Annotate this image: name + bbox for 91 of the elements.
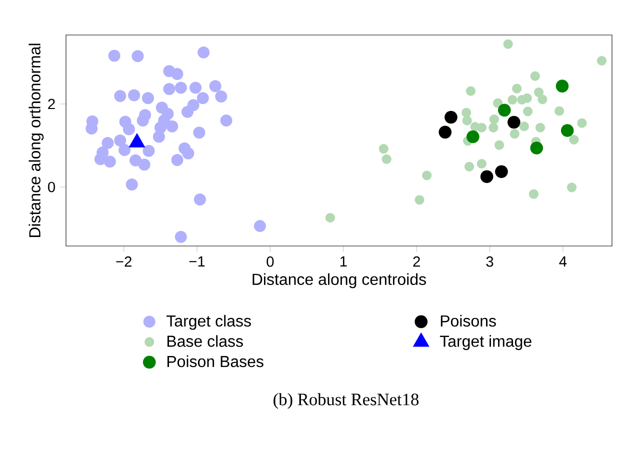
x-tick-label: 2	[413, 256, 420, 267]
point	[196, 92, 209, 104]
point	[476, 158, 487, 169]
point	[554, 106, 564, 116]
point	[102, 136, 114, 149]
x-tick-label: 3	[486, 256, 494, 267]
point	[538, 94, 548, 104]
point	[535, 122, 546, 132]
point	[114, 134, 126, 146]
point	[171, 154, 184, 166]
point	[556, 80, 569, 92]
point	[132, 50, 144, 62]
point	[136, 114, 149, 127]
point	[126, 178, 138, 191]
point	[190, 82, 202, 94]
point	[596, 56, 607, 66]
point	[480, 170, 494, 184]
x-tick-label: 0	[266, 256, 274, 267]
point	[194, 193, 206, 206]
point	[108, 50, 120, 62]
legend-label: Target image	[440, 335, 532, 350]
point	[534, 88, 544, 98]
x-tick-label: 4	[559, 256, 567, 266]
point	[517, 94, 527, 105]
point	[138, 158, 150, 171]
point	[122, 123, 135, 136]
point	[152, 130, 165, 143]
x-tick-label: −2	[116, 256, 132, 267]
point	[325, 212, 336, 223]
point	[94, 153, 106, 166]
point	[444, 110, 458, 124]
x-tick-label: −1	[189, 256, 205, 266]
y-axis-title: Distance along orthonormal	[28, 44, 44, 238]
point	[528, 189, 538, 199]
point	[215, 90, 228, 102]
point	[494, 140, 504, 150]
point	[530, 71, 540, 81]
point	[503, 39, 513, 49]
point	[493, 98, 503, 108]
point	[378, 144, 388, 154]
point	[577, 118, 587, 128]
point	[171, 68, 184, 80]
point	[142, 92, 154, 104]
point	[498, 104, 511, 117]
point	[466, 86, 476, 96]
point	[495, 165, 508, 178]
point	[566, 182, 577, 192]
point	[166, 120, 178, 132]
point	[488, 122, 498, 132]
point	[569, 134, 579, 144]
legend-label: Poison Bases	[167, 355, 264, 368]
point	[414, 195, 424, 205]
point	[114, 90, 126, 102]
x-axis-title: Distance along centroids	[252, 273, 426, 288]
point	[118, 144, 131, 156]
point	[489, 114, 499, 124]
point	[174, 82, 187, 94]
point	[130, 154, 142, 166]
point	[519, 122, 529, 132]
point	[464, 162, 474, 172]
point	[163, 82, 176, 95]
point	[104, 156, 116, 168]
point	[530, 142, 544, 154]
text: (b) Robust ResNet18	[274, 393, 419, 409]
point	[462, 116, 472, 126]
point	[220, 114, 232, 127]
x-tick-label: 1	[340, 256, 347, 266]
point	[128, 89, 140, 102]
point	[476, 122, 487, 132]
point	[198, 46, 210, 58]
point	[462, 108, 472, 118]
legend-label: Target class	[166, 314, 251, 330]
point	[142, 144, 155, 157]
point	[560, 124, 574, 137]
point	[422, 170, 432, 180]
point	[382, 154, 392, 164]
point	[508, 94, 518, 105]
point	[254, 220, 266, 232]
point	[438, 126, 452, 139]
legend-label: Poisons	[440, 314, 496, 327]
point	[174, 230, 187, 243]
point	[181, 106, 194, 118]
legend-label: Base class	[167, 335, 243, 347]
point	[182, 147, 194, 160]
point	[209, 80, 222, 92]
point	[193, 126, 206, 139]
point	[512, 84, 522, 94]
point	[466, 130, 480, 144]
point	[523, 106, 533, 116]
point	[508, 116, 520, 129]
point	[510, 129, 520, 139]
